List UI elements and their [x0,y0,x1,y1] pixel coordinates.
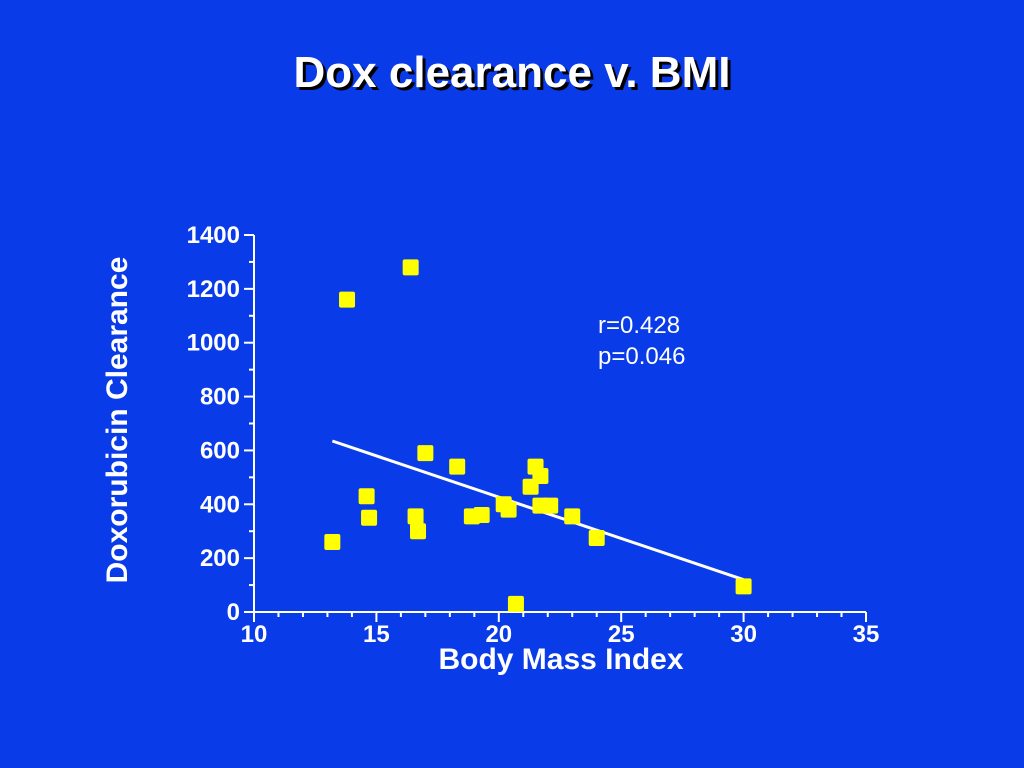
data-point [500,501,517,518]
p-value-annotation: p=0.046 [598,343,685,370]
y-tick-label: 1000 [187,330,240,357]
slide-title: Dox clearance v. BMI [293,48,731,97]
y-tick-label: 0 [227,599,240,626]
data-point [417,445,434,462]
data-point [542,497,559,514]
x-tick-label: 35 [853,621,880,648]
x-tick-label: 10 [241,621,268,648]
y-tick-label: 600 [200,437,240,464]
x-tick-label: 20 [485,621,512,648]
data-point [324,533,341,550]
ticks: 0 200 400 600 800 1000 1200 1400 10 15 20 25 30 35 [187,222,880,648]
data-point [402,259,419,276]
x-tick-label: 30 [730,621,757,648]
axes [253,235,866,613]
y-tick-label: 1400 [187,222,240,249]
data-points [324,259,752,612]
data-point [588,529,605,546]
data-point [449,458,466,475]
data-point [410,523,427,540]
y-tick-label: 800 [200,384,240,411]
y-tick-label: 1200 [187,276,240,303]
x-tick-label: 25 [608,621,635,648]
x-tick-label: 15 [363,621,390,648]
data-point [407,508,424,525]
data-point [358,488,375,505]
y-tick-label: 400 [200,491,240,518]
x-axis-label: Body Mass Index [438,643,684,676]
data-point [339,291,356,308]
data-point [564,508,581,525]
y-tick-label: 200 [200,545,240,572]
data-point [532,468,549,485]
correlation-r-annotation: r=0.428 [598,312,680,339]
data-point [473,507,490,524]
data-point [735,578,752,595]
data-point [507,595,524,612]
data-point [361,509,378,526]
